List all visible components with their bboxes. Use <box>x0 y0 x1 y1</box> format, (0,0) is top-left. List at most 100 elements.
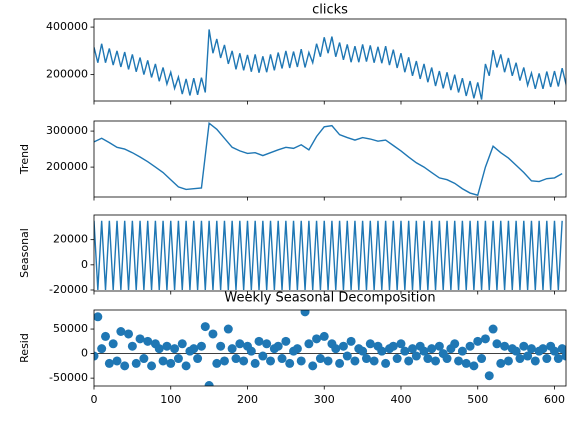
data-point <box>108 339 118 349</box>
chart-title: clicks <box>312 3 348 18</box>
data-point <box>304 339 314 349</box>
data-point <box>342 351 352 361</box>
data-point <box>492 339 502 349</box>
data-point <box>549 346 559 356</box>
data-point <box>338 341 348 351</box>
data-point <box>408 344 418 354</box>
data-point <box>101 331 111 341</box>
x-tick-label: 100 <box>160 393 181 406</box>
data-line <box>94 220 563 291</box>
data-point <box>292 344 302 354</box>
y-tick-label: 200000 <box>46 68 88 81</box>
data-line <box>94 29 566 100</box>
data-point <box>419 346 429 356</box>
data-point <box>319 331 329 341</box>
data-point <box>277 354 287 364</box>
data-point <box>173 354 183 364</box>
data-point <box>457 346 467 356</box>
data-point <box>308 361 318 371</box>
data-point <box>503 356 513 366</box>
data-point <box>231 354 241 364</box>
y-tick-label: 50000 <box>53 322 88 335</box>
data-point <box>427 344 437 354</box>
data-point <box>381 358 391 368</box>
data-point <box>131 358 141 368</box>
data-point <box>565 348 566 354</box>
plot-area <box>94 220 563 291</box>
x-tick-label: 500 <box>467 393 488 406</box>
data-point <box>496 358 506 368</box>
data-point <box>135 334 145 344</box>
data-point <box>526 344 536 354</box>
y-tick-label: 20000 <box>53 233 88 246</box>
axes-frame <box>93 18 567 102</box>
data-point <box>411 351 421 361</box>
data-point <box>104 358 114 368</box>
plot-area <box>94 29 566 100</box>
y-axis-label: Resid <box>18 333 31 363</box>
data-point <box>361 354 371 364</box>
data-point <box>258 351 268 361</box>
data-point <box>273 341 283 351</box>
y-axis-label: Seasonal <box>18 228 31 278</box>
data-point <box>94 312 103 322</box>
y-tick-label: 400000 <box>46 20 88 33</box>
data-point <box>223 324 233 334</box>
data-line <box>94 121 563 197</box>
x-tick-label: 0 <box>91 393 98 406</box>
data-point <box>538 344 548 354</box>
data-point <box>312 334 322 344</box>
data-point <box>369 356 379 366</box>
data-point <box>154 344 164 354</box>
plot-area <box>94 310 566 386</box>
data-point <box>227 344 237 354</box>
data-point <box>396 339 406 349</box>
data-point <box>323 356 333 366</box>
data-point <box>120 361 130 371</box>
data-point <box>423 354 433 364</box>
data-point <box>484 371 494 381</box>
data-point <box>500 341 510 351</box>
data-point <box>523 351 533 361</box>
data-point <box>94 351 99 361</box>
data-point <box>262 339 272 349</box>
data-point <box>166 358 176 368</box>
axes-frame <box>93 309 567 387</box>
data-point <box>442 354 452 364</box>
data-point <box>431 356 441 366</box>
data-point <box>208 329 218 339</box>
data-point <box>519 341 529 351</box>
data-point <box>515 354 525 364</box>
y-axis-label: Trend <box>18 144 31 175</box>
data-point <box>200 322 210 332</box>
data-point <box>365 339 375 349</box>
data-point <box>216 341 226 351</box>
data-point <box>392 354 402 364</box>
x-tick-label: 400 <box>390 393 411 406</box>
y-tick-label: 0 <box>81 258 88 271</box>
data-point <box>162 341 172 351</box>
y-tick-label: 0 <box>81 347 88 360</box>
data-point <box>480 334 490 344</box>
data-point <box>266 356 276 366</box>
data-point <box>285 358 295 368</box>
data-point <box>158 356 168 366</box>
axes-frame <box>93 120 567 198</box>
data-point <box>331 344 341 354</box>
data-point <box>358 346 368 356</box>
data-point <box>124 329 134 339</box>
data-point <box>454 356 464 366</box>
data-point <box>204 381 214 386</box>
data-point <box>461 358 471 368</box>
data-point <box>404 356 414 366</box>
data-point <box>193 354 203 364</box>
data-point <box>296 356 306 366</box>
suptitle: Weekly Seasonal Decomposition <box>224 291 435 306</box>
data-point <box>196 341 206 351</box>
data-point <box>530 356 540 366</box>
y-tick-label: 200000 <box>46 160 88 173</box>
y-tick-label: -20000 <box>49 283 88 296</box>
data-point <box>127 341 137 351</box>
data-point <box>300 310 310 317</box>
